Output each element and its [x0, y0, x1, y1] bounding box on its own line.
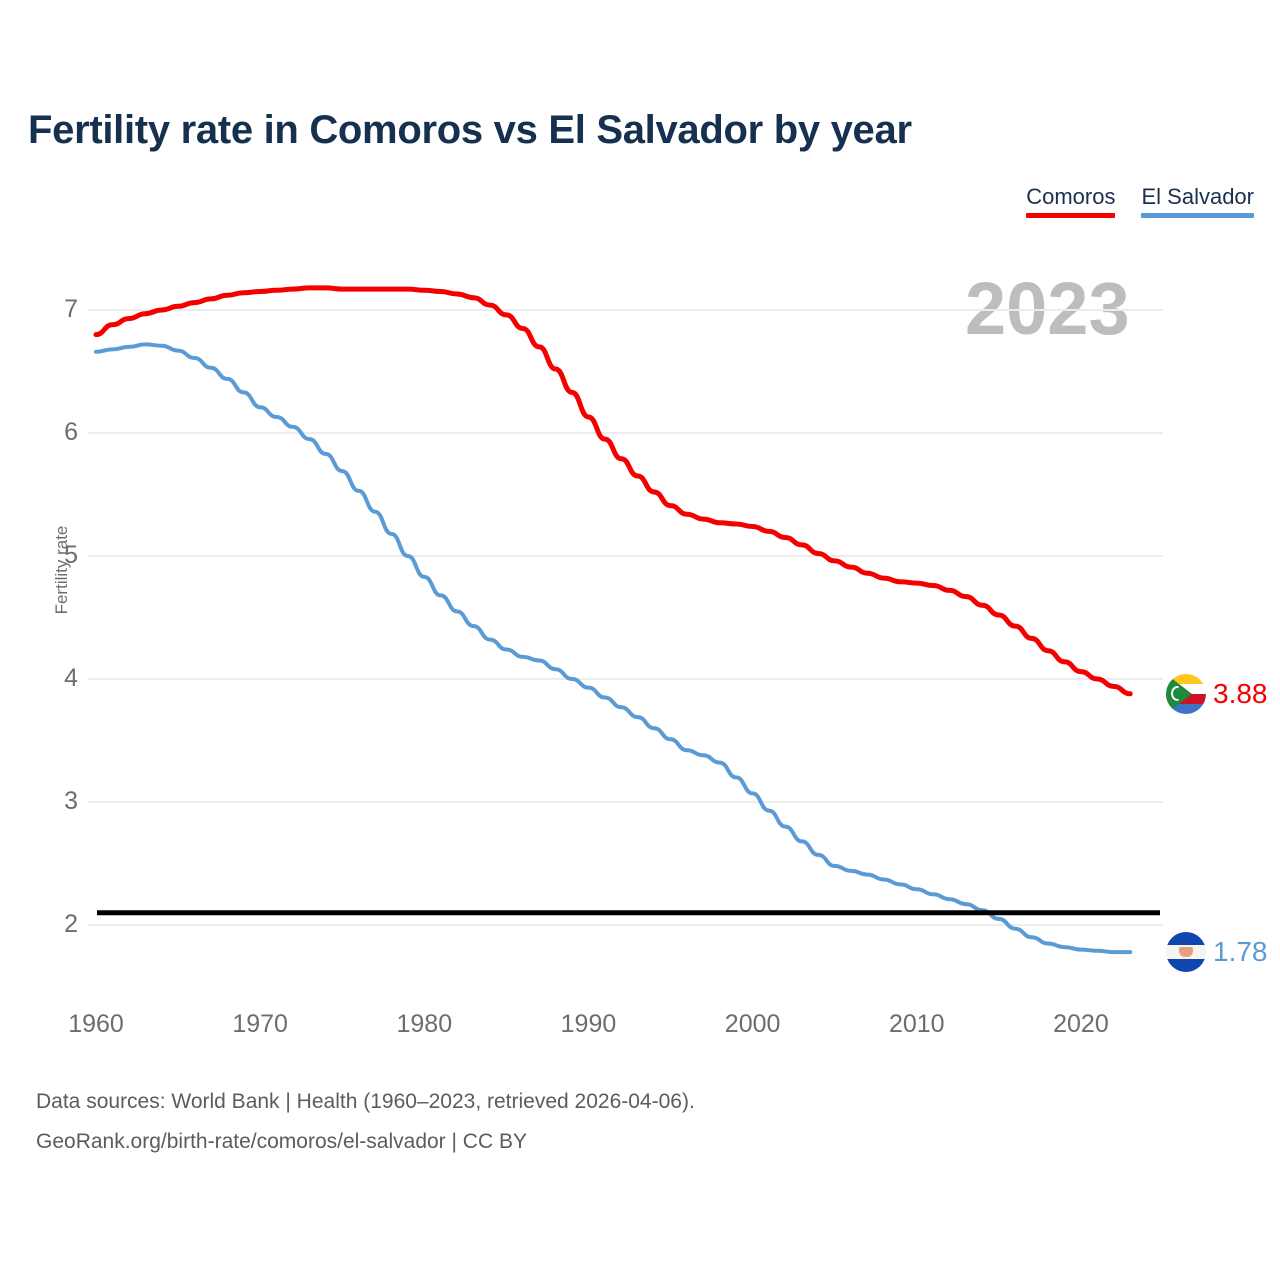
endpoint-el-salvador: 1.78 [1166, 932, 1268, 973]
x-axis-tick-2020: 2020 [1053, 1010, 1109, 1038]
x-axis-tick-1990: 1990 [560, 1010, 617, 1038]
comoros-flag-icon [1166, 673, 1206, 714]
el-salvador-flag-icon [1166, 932, 1206, 973]
x-axis-tick-2010: 2010 [888, 1010, 945, 1038]
series-lines [93, 285, 1133, 955]
watermark-year: 2023 [965, 267, 1130, 350]
legend-label-el-salvador: El Salvador [1141, 184, 1254, 209]
footer-data-sources: Data sources: World Bank | Health (1960–… [36, 1090, 695, 1113]
x-axis-tick-1970: 1970 [232, 1010, 288, 1038]
legend-color-swatch-comoros [1026, 213, 1116, 218]
chart-legend: Comoros El Salvador [1026, 184, 1254, 218]
x-axis-tick-2000: 2000 [724, 1010, 781, 1038]
footer: Data sources: World Bank | Health (1960–… [36, 1082, 695, 1162]
legend-item-el-salvador[interactable]: El Salvador [1141, 184, 1254, 218]
y-axis-title: Fertility rate [52, 525, 71, 615]
y-axis-tick-7: 7 [64, 295, 78, 323]
page-title: Fertility rate in Comoros vs El Salvador… [28, 108, 912, 152]
x-axis-tick-1960: 1960 [68, 1010, 124, 1038]
y-axis-tick-3: 3 [64, 787, 78, 815]
y-axis-tick-6: 6 [64, 418, 78, 446]
series-line-el-salvador [94, 342, 1133, 955]
endpoint-comoros: 3.88 [1166, 673, 1268, 714]
footer-attribution[interactable]: GeoRank.org/birth-rate/comoros/el-salvad… [36, 1130, 527, 1153]
legend-item-comoros[interactable]: Comoros [1026, 184, 1116, 218]
endpoint-value-el-salvador: 1.78 [1213, 936, 1268, 968]
gridlines [88, 309, 1163, 926]
legend-color-swatch-el-salvador [1141, 213, 1254, 218]
series-line-comoros [93, 285, 1133, 697]
endpoint-value-comoros: 3.88 [1213, 677, 1268, 709]
legend-label-comoros: Comoros [1026, 184, 1116, 209]
x-axis-tick-1980: 1980 [396, 1010, 453, 1038]
y-axis-tick-4: 4 [64, 664, 78, 692]
y-axis-tick-2: 2 [64, 910, 78, 938]
y-axis-tick-5: 5 [64, 541, 78, 569]
